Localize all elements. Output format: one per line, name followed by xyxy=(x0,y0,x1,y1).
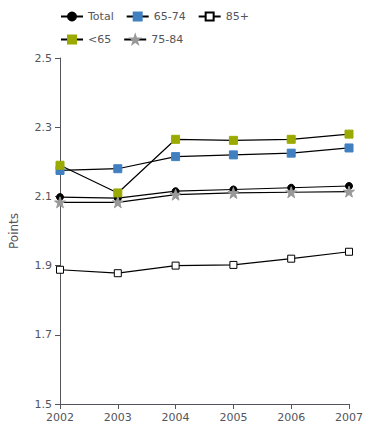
svg-text:2005: 2005 xyxy=(219,411,247,424)
svg-text:2006: 2006 xyxy=(277,411,305,424)
svg-text:65-74: 65-74 xyxy=(154,10,186,23)
svg-text:85+: 85+ xyxy=(226,10,249,23)
svg-text:Total: Total xyxy=(87,10,114,23)
svg-text:2.1: 2.1 xyxy=(35,190,53,203)
svg-text:2004: 2004 xyxy=(162,411,190,424)
svg-text:1.7: 1.7 xyxy=(35,328,53,341)
svg-text:1.5: 1.5 xyxy=(35,398,53,411)
svg-text:2.5: 2.5 xyxy=(35,52,53,65)
svg-text:2.3: 2.3 xyxy=(35,121,53,134)
svg-text:2003: 2003 xyxy=(104,411,132,424)
svg-text:2002: 2002 xyxy=(46,411,74,424)
svg-text:75-84: 75-84 xyxy=(151,33,183,46)
svg-text:Points: Points xyxy=(7,213,21,249)
svg-text:1.9: 1.9 xyxy=(35,259,53,272)
svg-text:2007: 2007 xyxy=(335,411,363,424)
svg-text:<65: <65 xyxy=(88,33,111,46)
